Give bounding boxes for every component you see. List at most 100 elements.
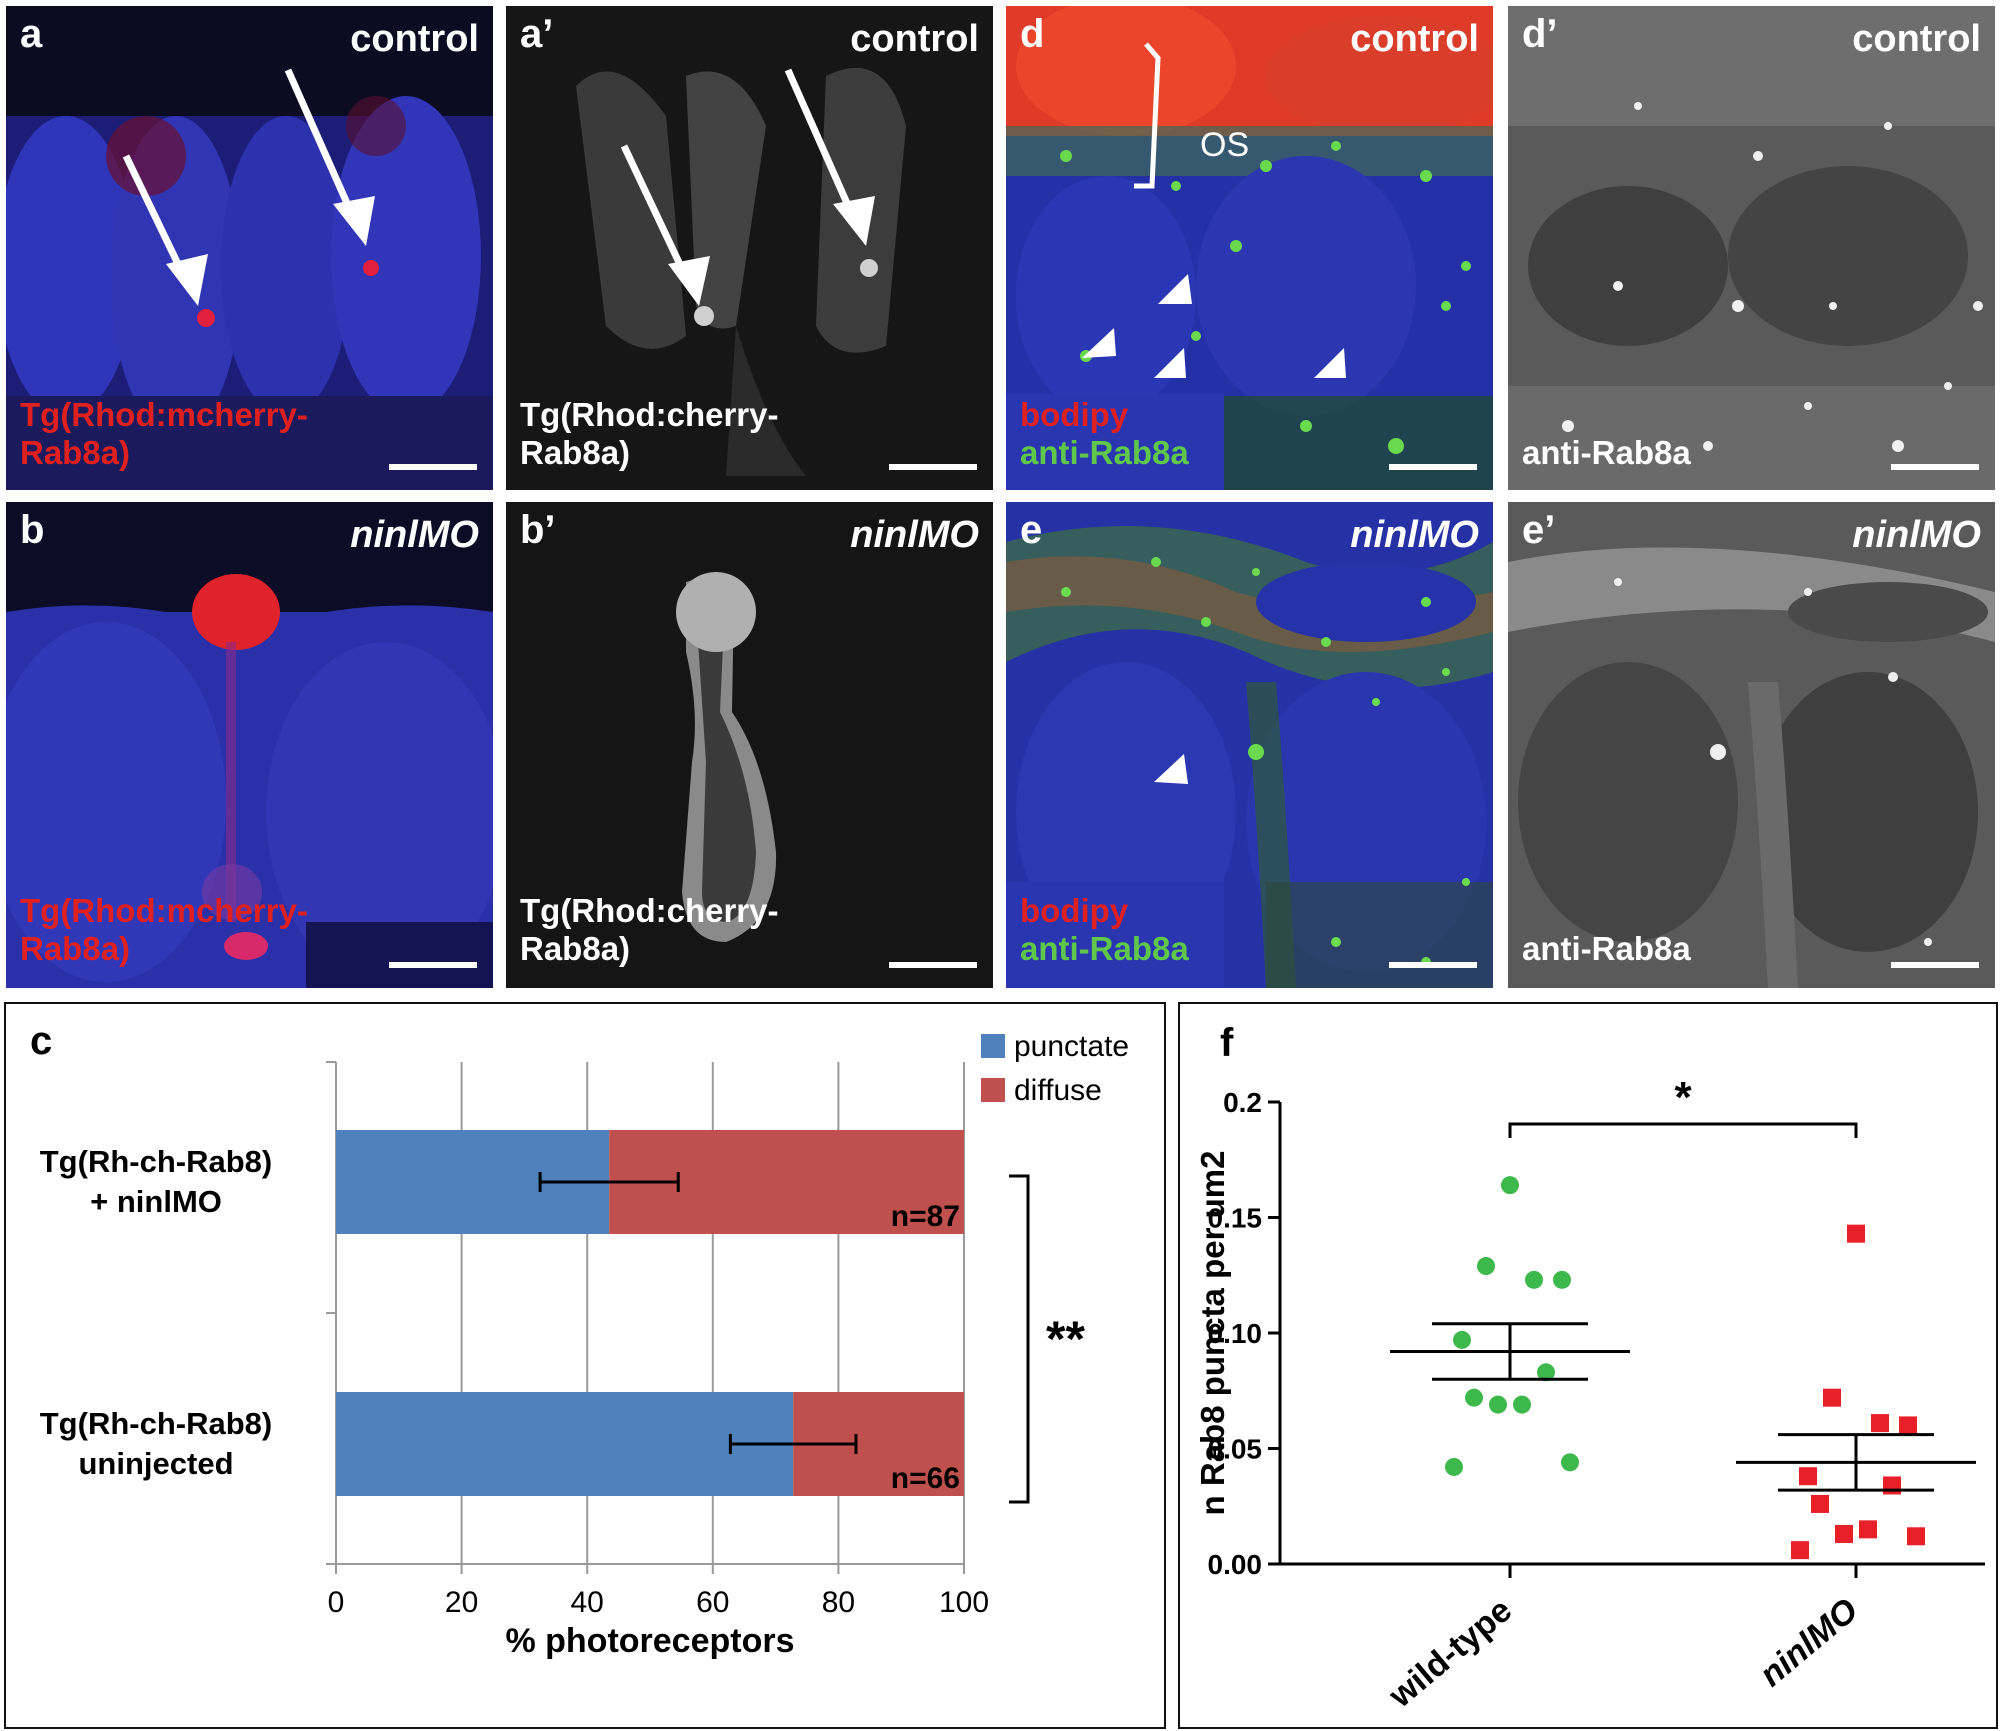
data-point-wild-type [1513, 1395, 1531, 1414]
panel-label: c [30, 1019, 52, 1063]
micrograph-a-prime [506, 6, 993, 490]
panel-b: b ninlMO Tg(Rhod:mcherry- Rab8a) [6, 502, 493, 988]
x-tick-label: 40 [571, 1586, 604, 1619]
data-point-wild-type [1465, 1388, 1483, 1407]
data-point-wild-type [1561, 1453, 1579, 1472]
legend-swatch [981, 1078, 1005, 1102]
y-tick-label: 0.05 [1208, 1434, 1263, 1465]
stain-label: Tg(Rhod:mcherry- Rab8a) [20, 892, 308, 968]
stain-label: Tg(Rhod:cherry- Rab8a) [520, 396, 779, 472]
x-tick-label: 20 [445, 1586, 478, 1619]
legend-label: diffuse [1014, 1074, 1102, 1107]
data-point-ninlMO [1823, 1388, 1841, 1407]
y-axis-label: n Rab8 puncta per um2 [1194, 1151, 1231, 1516]
panel-d: OS d control bodipy anti-Rab8a [1006, 6, 1493, 490]
label-background [1006, 394, 1224, 490]
os-label: OS [1200, 126, 1250, 164]
scale-bar [1891, 962, 1979, 968]
stain-label: bodipy anti-Rab8a [1020, 892, 1189, 968]
data-point-wild-type [1453, 1330, 1471, 1349]
stain-green-label: anti-Rab8a [1020, 434, 1189, 472]
data-point-ninlMO [1859, 1520, 1877, 1539]
panel-f-chart: f 0.00 0.05 0.10 0.15 0.2 n Rab8 puncta per um… [1178, 1002, 1998, 1729]
data-point-ninlMO [1799, 1467, 1817, 1486]
category-label: Tg(Rh-ch-Rab8) [40, 1406, 272, 1441]
stain-label: anti-Rab8a [1522, 434, 1691, 472]
y-tick-label: 0.2 [1223, 1087, 1262, 1118]
data-point-ninlMO [1835, 1524, 1853, 1543]
bar-chart-svg: c 0 20 40 60 80 100 % photoreceptors n=87 Tg(Rh-c… [30, 1019, 1129, 1660]
x-axis-label: % photoreceptors [505, 1622, 794, 1660]
legend-label: punctate [1014, 1030, 1129, 1063]
condition-label: ninlMO [350, 514, 479, 556]
stain-label: Tg(Rhod:mcherry- Rab8a) [20, 396, 308, 472]
data-point-wild-type [1553, 1270, 1571, 1289]
data-point-wild-type [1501, 1176, 1519, 1195]
micrograph-d-prime [1508, 6, 1995, 490]
category-label: Tg(Rh-ch-Rab8) [40, 1144, 272, 1179]
scale-bar [1389, 464, 1477, 470]
stain-line-2: Rab8a) [20, 434, 131, 472]
panel-a-prime: a’ control Tg(Rhod:cherry- Rab8a) [506, 6, 993, 490]
x-tick-label: wild-type [1381, 1591, 1519, 1715]
label-background [1006, 882, 1224, 988]
condition-label: control [1350, 18, 1479, 60]
data-point-ninlMO [1871, 1414, 1889, 1433]
stain-label: bodipy anti-Rab8a [1020, 396, 1189, 472]
panel-label: d’ [1522, 12, 1558, 56]
micrograph-e-prime [1508, 502, 1995, 988]
condition-label: control [850, 18, 979, 60]
y-tick-label: 0.15 [1208, 1203, 1263, 1234]
micrograph-b-prime [506, 502, 993, 988]
x-tick-label: 100 [939, 1586, 989, 1619]
data-point-wild-type [1489, 1395, 1507, 1414]
panel-label: f [1220, 1021, 1234, 1065]
stain-line-1: Tg(Rhod:mcherry- [20, 892, 308, 930]
micrograph-b [6, 502, 493, 988]
data-point-wild-type [1537, 1363, 1555, 1382]
scale-bar [389, 464, 477, 470]
stain-label: Tg(Rhod:cherry- Rab8a) [520, 892, 779, 968]
data-point-wild-type [1525, 1270, 1543, 1289]
micrograph-d [1006, 6, 1493, 490]
y-tick-label: 0.10 [1208, 1318, 1263, 1349]
panel-c-chart: c 0 20 40 60 80 100 % photoreceptors n=87 Tg(Rh-c… [4, 1002, 1166, 1729]
x-tick-label: 60 [696, 1586, 729, 1619]
scatter-chart-svg: f 0.00 0.05 0.10 0.15 0.2 n Rab8 puncta per um… [1194, 1021, 1985, 1715]
data-point-wild-type [1477, 1257, 1495, 1276]
condition-label: ninlMO [1350, 514, 1479, 556]
stain-red-label: bodipy [1020, 892, 1129, 930]
panel-label: b’ [520, 508, 556, 552]
bar-punctate [336, 1392, 794, 1496]
condition-label: ninlMO [1852, 514, 1981, 556]
significance-label: * [1674, 1073, 1692, 1122]
data-point-ninlMO [1811, 1494, 1829, 1513]
n-label: n=66 [891, 1462, 960, 1495]
stain-line-2: Rab8a) [520, 434, 631, 472]
data-point-wild-type [1445, 1457, 1463, 1476]
panel-label: d [1020, 12, 1045, 56]
stain-line-1: Tg(Rhod:cherry- [520, 892, 779, 930]
panel-d-prime: d’ control anti-Rab8a [1508, 6, 1995, 490]
significance-bracket [1508, 1122, 1858, 1138]
stain-line-2: Rab8a) [520, 930, 631, 968]
stain-line-1: Tg(Rhod:mcherry- [20, 396, 308, 434]
scale-bar [1891, 464, 1979, 470]
scale-bar [889, 464, 977, 470]
panel-label: a [20, 12, 43, 56]
n-label: n=87 [891, 1200, 960, 1233]
x-tick-label: ninlMO [1752, 1591, 1865, 1694]
category-label: + ninlMO [90, 1184, 222, 1219]
scale-bar [389, 962, 477, 968]
x-tick-label: 0 [328, 1586, 345, 1619]
panel-label: b [20, 508, 45, 552]
data-point-ninlMO [1883, 1476, 1901, 1495]
category-label: uninjected [78, 1446, 233, 1481]
significance-label: ** [1046, 1311, 1085, 1367]
stain-line-2: Rab8a) [20, 930, 131, 968]
panel-a: a control Tg(Rhod:mcherry- Rab8a) [6, 6, 493, 490]
data-point-ninlMO [1907, 1527, 1925, 1546]
panel-label: a’ [520, 12, 554, 56]
stain-label: anti-Rab8a [1522, 930, 1691, 968]
data-point-ninlMO [1847, 1224, 1865, 1243]
